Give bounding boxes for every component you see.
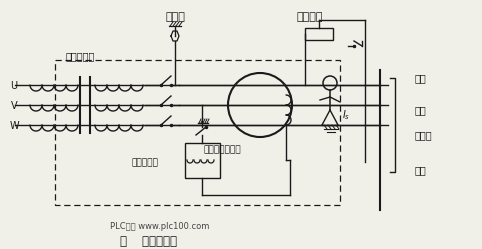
Text: $I_s$: $I_s$ [342, 108, 350, 122]
Text: 电磁脱扣器: 电磁脱扣器 [132, 159, 159, 168]
Text: 图    漏电断路器: 图 漏电断路器 [120, 235, 177, 248]
Text: U: U [11, 81, 17, 91]
Text: PLC之家 www.plc100.com: PLC之家 www.plc100.com [110, 222, 209, 231]
Text: 保险丝: 保险丝 [415, 130, 433, 140]
Text: 瓷底: 瓷底 [415, 105, 427, 115]
Text: 线座: 线座 [415, 73, 427, 83]
Text: 测试回路: 测试回路 [297, 12, 323, 22]
Text: V: V [11, 101, 17, 111]
Text: 零序电流互感器: 零序电流互感器 [203, 145, 241, 154]
Text: 主开关: 主开关 [165, 12, 185, 22]
Bar [305, 28, 333, 40]
Text: W: W [9, 121, 19, 131]
Text: 电源变压器: 电源变压器 [66, 51, 94, 61]
Bar [55, 60, 340, 205]
Bar [185, 143, 220, 178]
Text: 线座: 线座 [415, 165, 427, 175]
